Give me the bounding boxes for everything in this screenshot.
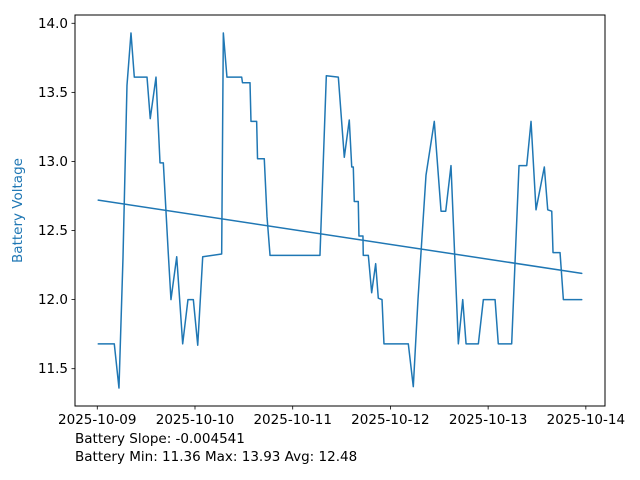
footer-minmaxavg-text: Battery Min: 11.36 Max: 13.93 Avg: 12.48 xyxy=(75,449,358,465)
x-tick-label: 2025-10-13 xyxy=(449,412,527,428)
x-tick-label: 2025-10-09 xyxy=(58,412,136,428)
x-tick-label: 2025-10-14 xyxy=(547,412,625,428)
x-tick-label: 2025-10-10 xyxy=(156,412,234,428)
y-tick-label: 12.5 xyxy=(38,223,68,239)
y-axis-title: Battery Voltage xyxy=(10,158,26,263)
y-tick-label: 11.5 xyxy=(38,361,68,377)
y-tick-label: 14.0 xyxy=(38,16,68,32)
y-tick-label: 13.0 xyxy=(38,154,68,170)
trend-line xyxy=(97,199,583,275)
plot-border xyxy=(74,14,606,407)
x-tick-label: 2025-10-11 xyxy=(253,412,331,428)
voltage-line xyxy=(97,32,583,389)
footer-slope-text: Battery Slope: -0.004541 xyxy=(75,431,245,447)
y-tick-label: 12.0 xyxy=(38,292,68,308)
x-tick-label: 2025-10-12 xyxy=(351,412,429,428)
y-tick-label: 13.5 xyxy=(38,85,68,101)
